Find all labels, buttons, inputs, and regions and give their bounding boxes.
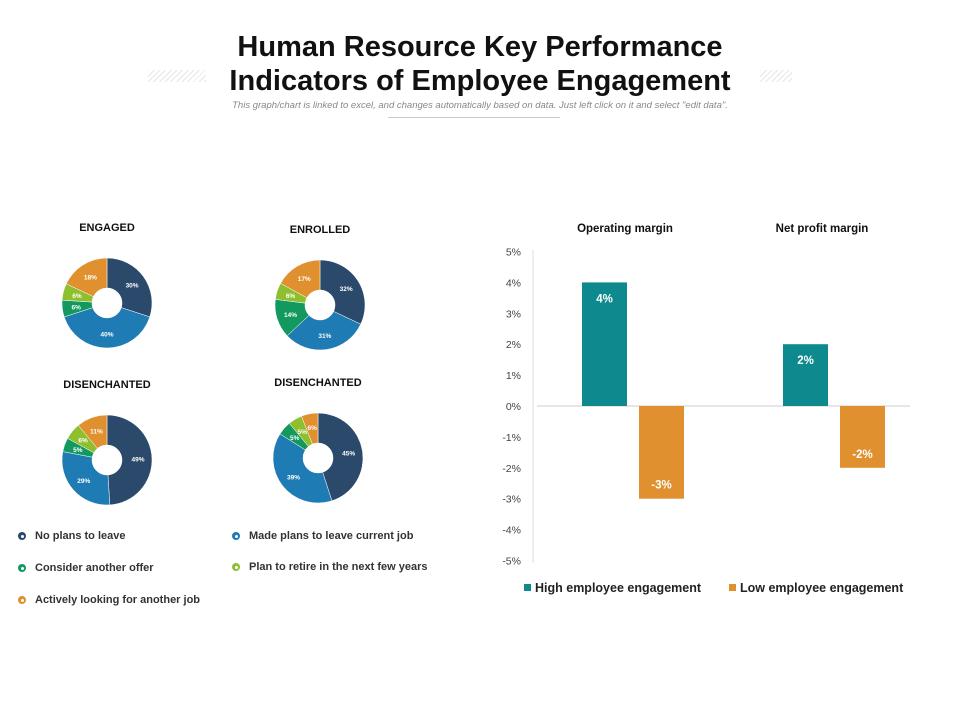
legend-dot-icon bbox=[18, 532, 26, 540]
y-tick-label: 5% bbox=[506, 247, 521, 259]
legend-dot-icon bbox=[232, 532, 240, 540]
y-tick-label: -1% bbox=[502, 432, 521, 444]
donut-hole bbox=[92, 288, 122, 318]
y-tick-label: 3% bbox=[506, 308, 521, 320]
legend-dot-icon bbox=[18, 596, 26, 604]
legend-item: No plans to leave bbox=[18, 530, 125, 542]
donut-slice-label: 39% bbox=[287, 475, 300, 482]
y-tick-label: 2% bbox=[506, 339, 521, 351]
bar-data-label: -2% bbox=[852, 449, 872, 461]
donut-slice-label: 31% bbox=[318, 333, 331, 340]
donut-slice-label: 45% bbox=[342, 451, 355, 458]
legend-item: Actively looking for another job bbox=[18, 594, 200, 606]
donut-slice-label: 6% bbox=[78, 438, 88, 445]
y-tick-label: 4% bbox=[506, 277, 521, 289]
bar-data-label: 4% bbox=[596, 293, 613, 305]
legend-swatch bbox=[524, 584, 531, 591]
donut-slice-label: 17% bbox=[298, 276, 311, 283]
category-label: Net profit margin bbox=[776, 223, 869, 235]
page-title: Human Resource Key Performance Indicator… bbox=[0, 30, 960, 98]
donut-slice-label: 18% bbox=[84, 274, 97, 281]
donut-title: DISENCHANTED bbox=[63, 379, 150, 391]
y-tick-label: -5% bbox=[502, 556, 521, 568]
y-tick-label: -3% bbox=[502, 494, 521, 506]
title-decoration-left bbox=[148, 70, 206, 82]
donut-slice-label: 5% bbox=[298, 429, 308, 436]
legend-label: Consider another offer bbox=[35, 562, 154, 574]
title-line-1: Human Resource Key Performance bbox=[237, 31, 723, 63]
bar bbox=[783, 344, 828, 406]
bar bbox=[582, 282, 627, 406]
donut-title: ENGAGED bbox=[79, 222, 135, 234]
donut-title: DISENCHANTED bbox=[274, 377, 361, 389]
donut-slice-label: 6% bbox=[286, 293, 296, 300]
donut-hole bbox=[303, 443, 333, 473]
bar-data-label: 2% bbox=[797, 355, 814, 367]
donut-slice-label: 6% bbox=[72, 304, 82, 311]
y-tick-label: 1% bbox=[506, 370, 521, 382]
category-label: Operating margin bbox=[577, 223, 673, 235]
donut-hole bbox=[92, 445, 122, 475]
legend-swatch bbox=[729, 584, 736, 591]
title-decoration-right bbox=[760, 70, 792, 82]
donut-hole bbox=[305, 290, 335, 320]
donut-title: ENROLLED bbox=[290, 224, 351, 236]
bar bbox=[840, 406, 885, 468]
donut-chart-1: ENGAGED 30% 40% 6% 6% 18% bbox=[61, 222, 153, 349]
donut-slice-label: 30% bbox=[126, 282, 139, 289]
legend-item: Consider another offer bbox=[18, 562, 154, 574]
donut-slice-label: 49% bbox=[131, 457, 144, 464]
y-tick-label: 0% bbox=[506, 401, 521, 413]
legend-dot-icon bbox=[18, 564, 26, 572]
donut-slice-label: 11% bbox=[90, 428, 103, 435]
donut-slice-label: 32% bbox=[340, 286, 353, 293]
donut-chart-2: ENROLLED 32% 31% 14% 6% 17% bbox=[274, 224, 366, 351]
donut-slice-label: 6% bbox=[307, 425, 317, 432]
legend-dot-icon bbox=[232, 563, 240, 571]
legend-label: No plans to leave bbox=[35, 530, 126, 542]
subtitle-divider bbox=[388, 117, 560, 118]
title-line-2: Indicators of Employee Engagement bbox=[229, 65, 731, 97]
donut-slice-label: 6% bbox=[72, 293, 82, 300]
donut-chart-3: DISENCHANTED 49% 29% 5% 6%11% bbox=[61, 379, 153, 506]
donut-slice-label: 29% bbox=[77, 478, 90, 485]
donut-slice-label: 14% bbox=[284, 312, 297, 319]
y-tick-label: -4% bbox=[502, 525, 521, 537]
donut-slice-label: 5% bbox=[290, 435, 300, 442]
legend-item: Made plans to leave current job bbox=[232, 530, 413, 542]
legend-label: Plan to retire in the next few years bbox=[249, 561, 428, 573]
subtitle: This graph/chart is linked to excel, and… bbox=[232, 100, 728, 111]
legend-label: Actively looking for another job bbox=[35, 594, 201, 606]
bar-chart: 5% 4% 3% 2% 1% 0% -1% -2% -3% -4% -5% Operating mar… bbox=[502, 223, 910, 595]
legend-item: Plan to retire in the next few years bbox=[232, 561, 428, 573]
donut-slice-label: 5% bbox=[73, 447, 83, 454]
donut-slice-label: 40% bbox=[100, 332, 113, 339]
bar-data-label: -3% bbox=[651, 480, 671, 492]
legend-label: Made plans to leave current job bbox=[249, 530, 414, 542]
bar bbox=[639, 406, 684, 499]
y-tick-label: -2% bbox=[502, 463, 521, 475]
legend-label: High employee engagement bbox=[535, 581, 702, 595]
legend-label: Low employee engagement bbox=[740, 581, 904, 595]
